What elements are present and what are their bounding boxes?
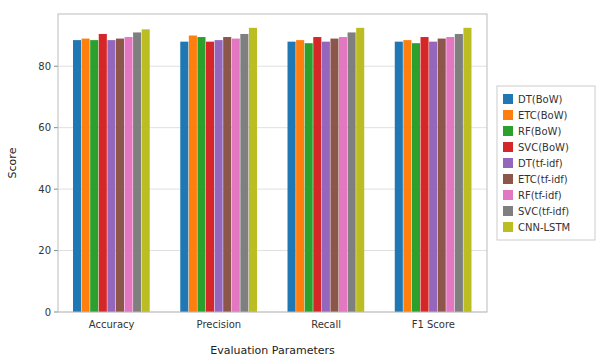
bar <box>395 42 403 312</box>
legend-swatch <box>503 222 513 232</box>
legend-swatch <box>503 206 513 216</box>
bar <box>455 34 463 312</box>
legend: DT(BoW) ETC(BoW) RF(BoW) SVC(BoW) DT(tf-idf)… <box>497 86 595 240</box>
bar <box>313 37 321 312</box>
bar <box>330 39 338 312</box>
legend-label: RF(tf-idf) <box>518 190 562 201</box>
plot-frame <box>58 14 487 312</box>
bar <box>249 28 257 312</box>
legend-swatch <box>503 174 513 184</box>
bar <box>463 28 471 312</box>
bars <box>73 28 471 312</box>
bar <box>206 42 214 312</box>
bar <box>223 37 231 312</box>
bar <box>133 32 141 312</box>
bar <box>339 37 347 312</box>
y-tick <box>54 250 58 251</box>
bar <box>215 40 223 312</box>
bar <box>322 42 330 312</box>
bar <box>429 42 437 312</box>
bar <box>99 34 107 312</box>
bar <box>356 28 364 312</box>
bar <box>446 37 454 312</box>
y-tick-label: 0 <box>45 307 51 318</box>
bar <box>90 40 98 312</box>
legend-label: RF(BoW) <box>518 126 561 137</box>
x-axis-label: Evaluation Parameters <box>210 344 335 357</box>
bar <box>412 43 420 312</box>
bar <box>189 36 197 312</box>
y-tick-label: 60 <box>38 122 51 133</box>
legend-swatch <box>503 158 513 168</box>
legend-label: DT(tf-idf) <box>518 158 563 169</box>
legend-label: SVC(BoW) <box>518 142 569 153</box>
bar <box>421 37 429 312</box>
bar <box>82 39 90 312</box>
y-tick-label: 20 <box>38 245 51 256</box>
bar <box>288 42 296 312</box>
bar <box>73 40 81 312</box>
legend-swatch <box>503 190 513 200</box>
legend-label: ETC(BoW) <box>518 110 568 121</box>
bar <box>180 42 188 312</box>
bar <box>124 37 132 312</box>
y-tick-label: 40 <box>38 184 51 195</box>
bar <box>116 39 124 312</box>
bar <box>438 39 446 312</box>
legend-swatch <box>503 94 513 104</box>
bar <box>232 39 240 312</box>
chart: 0 20 40 60 80 Accuracy Precision Recall F1 Score… <box>0 0 599 364</box>
legend-swatch <box>503 110 513 120</box>
x-tick-label: Accuracy <box>89 319 135 330</box>
legend-label: CNN-LSTM <box>518 222 570 233</box>
y-tick <box>54 189 58 190</box>
y-axis-label: Score <box>6 147 19 178</box>
y-tick <box>54 127 58 128</box>
bar <box>197 37 205 312</box>
x-tick-label: F1 Score <box>412 319 455 330</box>
legend-label: DT(BoW) <box>518 94 563 105</box>
legend-box <box>497 86 595 240</box>
bar <box>142 29 150 312</box>
bar <box>305 43 313 312</box>
bar <box>403 40 411 312</box>
bar <box>296 40 304 312</box>
bar <box>348 32 356 312</box>
bar <box>240 34 248 312</box>
y-tick-label: 80 <box>38 61 51 72</box>
legend-swatch <box>503 126 513 136</box>
bar <box>107 40 115 312</box>
x-tick-label: Recall <box>311 319 341 330</box>
y-tick <box>54 312 58 313</box>
legend-label: ETC(tf-idf) <box>518 174 568 185</box>
y-tick <box>54 66 58 67</box>
legend-label: SVC(tf-idf) <box>518 206 569 217</box>
legend-swatch <box>503 142 513 152</box>
x-tick-label: Precision <box>197 319 242 330</box>
